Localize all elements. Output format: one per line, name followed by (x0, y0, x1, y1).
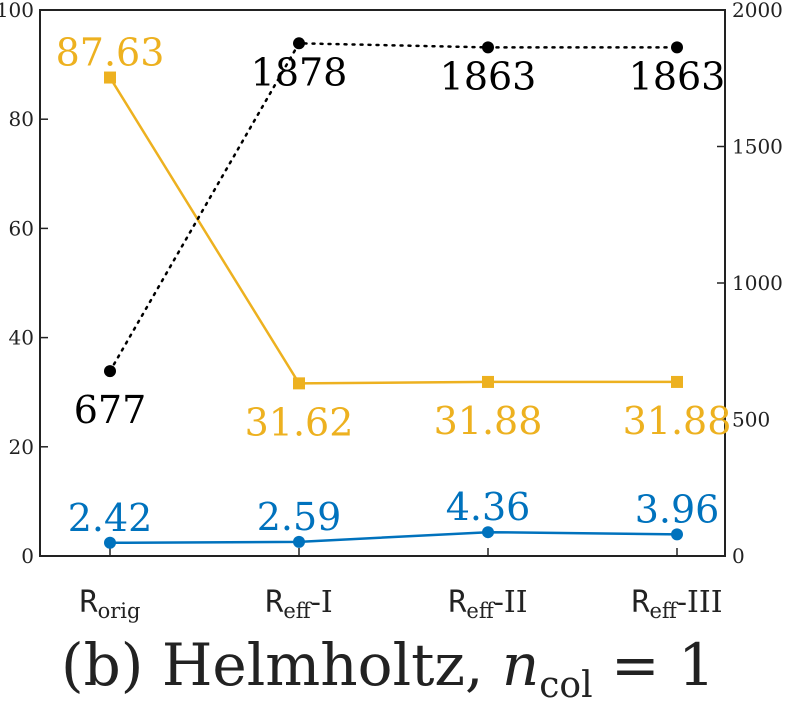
x-tick-label: Reff-III (631, 585, 722, 623)
series-1-marker (104, 536, 116, 549)
right-tick-label: 1000 (732, 271, 783, 295)
x-tick-label: Reff-I (265, 585, 332, 623)
series-0-marker (671, 375, 683, 388)
series-2-data-label: 1863 (440, 54, 537, 98)
series-0-data-label: 87.63 (56, 31, 165, 75)
left-tick-label: 60 (9, 216, 34, 240)
series-2-data-label: 1878 (251, 50, 348, 94)
series-2-marker (104, 365, 116, 378)
series-0-marker (482, 375, 494, 388)
series-0-line (108, 76, 679, 385)
series-1-line (108, 530, 679, 545)
series-1-marker (482, 526, 494, 539)
left-tick-label: 100 (0, 0, 34, 22)
data-labels: 87.63 31.62 31.88 31.88 2.42 2.59 4.36 3.96 677 1… (56, 31, 732, 540)
right-tick-label: 0 (732, 544, 745, 568)
x-tick-label-base: R (631, 585, 650, 620)
left-axis: 0 20 40 60 80 100 (0, 0, 48, 568)
x-axis: Rorig Reff-I Reff-II Reff-III (80, 548, 723, 623)
series-1-marker (293, 535, 305, 548)
right-tick-label: 1500 (732, 135, 783, 159)
left-tick-label: 80 (9, 107, 34, 131)
left-tick-label: 40 (9, 326, 34, 350)
x-tick-label-base: R (448, 585, 467, 620)
x-tick-label-base: R (265, 585, 284, 620)
series-0-data-label: 31.62 (245, 400, 354, 444)
left-tick-label: 0 (21, 544, 34, 568)
x-tick-label-sub: eff (650, 599, 679, 623)
series-2-data-label: 677 (74, 388, 147, 432)
right-tick-label: 2000 (732, 0, 783, 22)
series-0-data-label: 31.88 (434, 399, 543, 443)
series-layer (104, 37, 683, 549)
series-2-line (108, 42, 679, 373)
series-0-marker (104, 71, 116, 84)
series-0-data-label: 31.88 (623, 399, 732, 443)
caption-suffix: = 1 (593, 631, 715, 699)
x-tick-label-sub: orig (98, 599, 141, 623)
x-tick-label-suffix: -II (494, 585, 528, 620)
series-1-data-label: 3.96 (635, 487, 720, 531)
right-tick-label: 500 (732, 408, 770, 432)
x-tick-label: Rorig (80, 585, 141, 623)
x-tick-label-sub: eff (283, 599, 312, 623)
left-tick-label: 20 (9, 435, 34, 459)
series-2-marker (482, 41, 494, 54)
caption-var: n (502, 631, 539, 699)
series-1-data-label: 2.59 (257, 495, 342, 539)
caption-prefix: (b) Helmholtz, (61, 631, 502, 699)
chart-caption: (b) Helmholtz, ncol = 1 (61, 631, 715, 706)
plot-frame (39, 9, 726, 557)
x-tick-label-suffix: -III (677, 585, 723, 620)
x-tick-label-sub: eff (466, 599, 495, 623)
series-1-data-label: 2.42 (68, 496, 153, 540)
series-1-marker (671, 528, 683, 541)
caption-sub: col (539, 665, 592, 706)
x-tick-label-base: R (80, 585, 99, 620)
x-tick-label: Reff-II (448, 585, 527, 623)
series-2-data-label: 1863 (629, 54, 726, 98)
series-0-marker (293, 377, 305, 390)
series-2-marker (671, 41, 683, 54)
x-tick-label-suffix: -I (311, 585, 333, 620)
series-1-data-label: 4.36 (446, 485, 531, 529)
series-2-marker (293, 37, 305, 50)
right-axis: 0 500 1000 1500 2000 (717, 0, 783, 568)
